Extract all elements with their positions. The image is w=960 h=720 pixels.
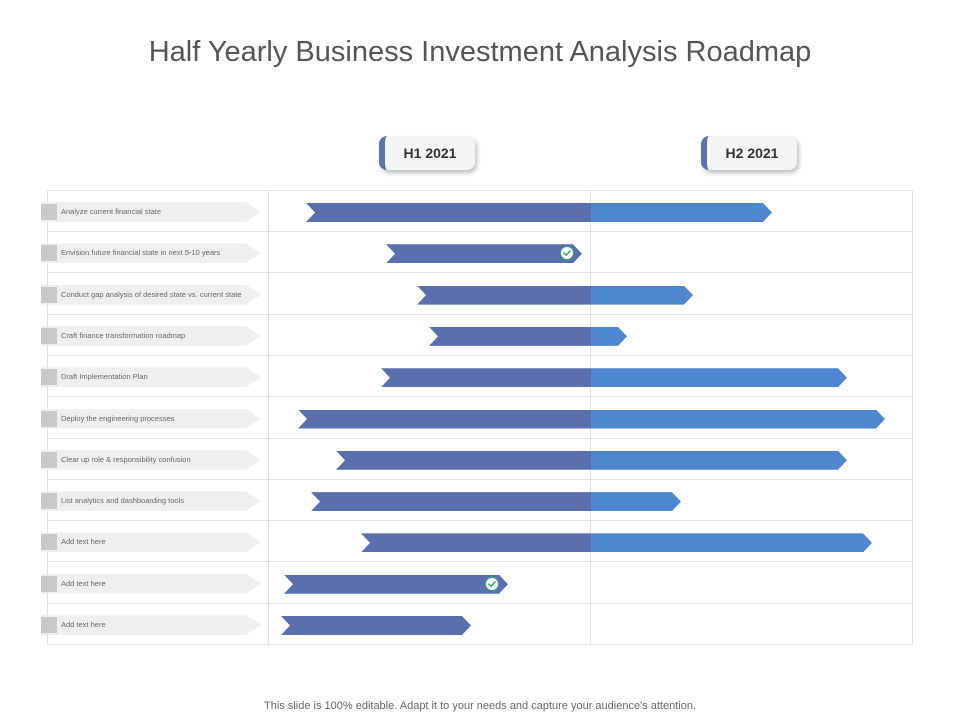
task-row: Add text here [41, 604, 912, 645]
task-text: List analytics and dashboarding tools [61, 496, 184, 506]
task-bar [429, 327, 627, 346]
bar-segment-h2 [591, 451, 847, 470]
bar-segment-h1 [381, 368, 591, 387]
task-marker [41, 327, 57, 344]
task-text: Analyze current financial state [61, 207, 162, 216]
period-tab-h2: H2 2021 [701, 136, 797, 170]
task-bar [306, 203, 772, 222]
task-label: Add text here [41, 532, 261, 553]
task-row: Conduct gap analysis of desired state vs… [41, 274, 912, 315]
task-bar [361, 533, 872, 552]
task-label: Clear up role & responsibility confusion [41, 449, 261, 470]
task-label: Analyze current financial state [41, 202, 261, 222]
bar-segment-h1 [284, 575, 508, 594]
task-text: Clear up role & responsibility confusion [61, 454, 191, 464]
period-tab-h1: H1 2021 [379, 136, 475, 170]
bar-segment-h1 [429, 327, 591, 346]
task-text: Add text here [61, 537, 106, 547]
bar-segment-h2 [591, 368, 847, 387]
task-label: List analytics and dashboarding tools [41, 491, 261, 512]
roadmap-grid: Analyze current financial state Envision … [41, 190, 913, 645]
task-text: Envision future financial state in next … [61, 248, 221, 258]
bar-segment-h1 [417, 286, 591, 305]
task-text: Craft finance transformation roadmap [61, 330, 186, 340]
check-circle-icon [485, 576, 499, 591]
task-marker [41, 245, 57, 262]
task-text: Conduct gap analysis of desired state vs… [61, 289, 242, 299]
bar-segment-h1 [281, 616, 471, 635]
task-marker [41, 204, 57, 220]
task-label: Envision future financial state in next … [41, 243, 261, 264]
task-marker [41, 410, 57, 427]
task-marker [41, 451, 57, 468]
task-row: Add text here [41, 563, 912, 604]
task-label: Add text here [41, 615, 261, 635]
label-column-divider [268, 191, 269, 644]
task-bar [298, 410, 885, 429]
bar-segment-h2 [591, 286, 693, 305]
task-marker [41, 575, 57, 592]
task-bar [417, 286, 693, 305]
task-bar [281, 616, 471, 635]
task-label: Deploy the engineering processes [41, 408, 261, 429]
task-bar [336, 451, 847, 470]
task-label: Add text here [41, 573, 261, 594]
task-row: Draft Implementation Plan [41, 356, 912, 398]
check-circle-icon [560, 246, 574, 261]
task-bar [381, 368, 847, 387]
bar-segment-h1 [306, 203, 591, 222]
bar-segment-h1 [298, 410, 591, 429]
task-row: Analyze current financial state [41, 191, 912, 232]
bar-segment-h1 [336, 451, 591, 470]
task-text: Add text here [61, 578, 106, 588]
bar-segment-h2 [591, 410, 885, 429]
bar-segment-h2 [591, 533, 872, 552]
bar-segment-h1 [311, 492, 591, 511]
task-bar [284, 575, 508, 594]
task-row: List analytics and dashboarding tools [41, 480, 912, 522]
task-row: Clear up role & responsibility confusion [41, 439, 912, 480]
task-bar [311, 492, 681, 511]
page-title: Half Yearly Business Investment Analysis… [148, 36, 812, 68]
task-marker [41, 286, 57, 303]
bar-segment-h1 [386, 244, 582, 263]
task-row: Envision future financial state in next … [41, 232, 912, 274]
task-row: Deploy the engineering processes [41, 398, 912, 439]
footer-note: This slide is 100% editable. Adapt it to… [264, 700, 696, 712]
task-marker [41, 493, 57, 510]
task-label: Conduct gap analysis of desired state vs… [41, 284, 261, 305]
task-label: Craft finance transformation roadmap [41, 325, 261, 346]
task-text: Draft Implementation Plan [61, 372, 148, 382]
task-text: Deploy the engineering processes [61, 413, 175, 423]
task-text: Add text here [61, 620, 106, 629]
bar-segment-h2 [591, 327, 627, 346]
bar-segment-h2 [591, 203, 772, 222]
task-marker [41, 534, 57, 551]
bar-segment-h1 [361, 533, 591, 552]
bar-segment-h2 [591, 492, 681, 511]
task-marker [41, 617, 57, 633]
task-row: Add text here [41, 521, 912, 563]
task-marker [41, 369, 57, 386]
task-bar [386, 244, 582, 263]
task-row: Craft finance transformation roadmap [41, 315, 912, 356]
task-label: Draft Implementation Plan [41, 367, 261, 388]
